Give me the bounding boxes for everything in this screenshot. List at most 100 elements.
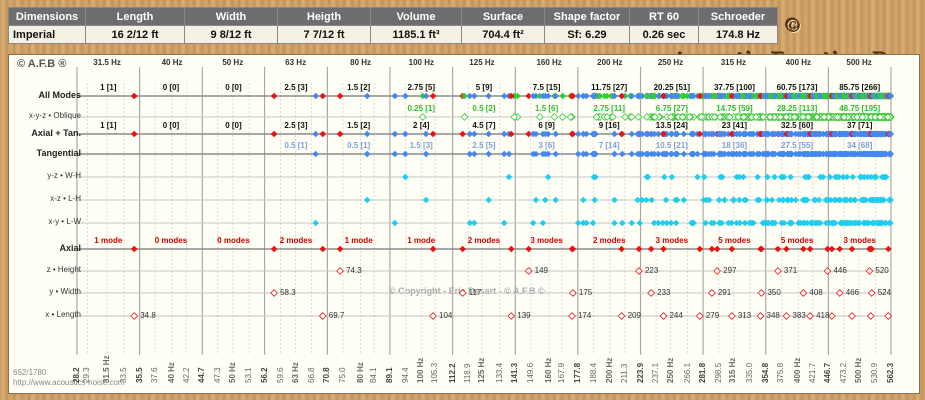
row-label-1: x-y-z • Oblique [28, 111, 81, 120]
count-tangential: 18 [36] [721, 141, 748, 150]
count-axial: 2 modes [279, 236, 313, 245]
oblique-marker [790, 113, 799, 121]
tangential-plane-marker [851, 196, 859, 204]
oblique-marker [634, 113, 643, 121]
tangential-marker [702, 150, 709, 158]
count-axtan: 0 [0] [162, 121, 180, 130]
sub-tick-label: 211.3 [619, 363, 629, 383]
axial-marker [783, 245, 790, 253]
count-axtan: 2 [4] [413, 121, 430, 130]
row-label-4: y-z • W-H [47, 171, 81, 180]
sub-tick-label: 53.1 [244, 367, 254, 383]
tangential-plane-marker [715, 196, 723, 204]
tangential-marker [878, 150, 885, 158]
axtan-marker [422, 130, 430, 138]
axial-dim-marker [270, 289, 278, 297]
axial-dim-marker [507, 312, 516, 320]
all-modes-marker [766, 92, 774, 100]
center-freq-label: 250 Hz [657, 58, 684, 67]
tangential-plane-marker [733, 219, 740, 227]
axtan-marker [728, 130, 736, 138]
sub-tick-label: 149.6 [525, 362, 535, 383]
count-axial: 5 modes [718, 236, 751, 245]
axtan-marker [672, 130, 679, 138]
all-modes-marker [552, 92, 560, 100]
axial-dim-marker [707, 289, 716, 297]
all-modes-marker [777, 92, 784, 100]
sub-tick-label: 530.9 [870, 362, 880, 383]
all-modes-marker [876, 92, 884, 100]
axial-dim-marker [647, 289, 656, 297]
sub-tick-label: 59.6 [275, 367, 285, 383]
axial-dim-marker [828, 312, 836, 320]
all-modes-marker [402, 92, 409, 100]
footer-url[interactable]: http://www.acoustics-noise.com [13, 378, 125, 387]
tangential-plane-marker [742, 196, 750, 204]
axial-marker [708, 245, 716, 253]
band-edge-label: 141.3 [510, 362, 520, 383]
all-modes-marker [466, 92, 474, 100]
tangential-plane-marker [822, 196, 830, 204]
center-freq-label: 40 Hz [161, 58, 183, 67]
count-oblique: 48.75 [195] [839, 104, 881, 113]
tangential-marker [470, 150, 478, 158]
tangential-plane-marker [756, 196, 763, 204]
axial-marker [828, 245, 836, 253]
tangential-plane-marker [811, 196, 818, 204]
axtan-marker [466, 130, 474, 138]
axial-marker [647, 245, 655, 253]
header-col-1: Length [85, 7, 185, 26]
count-axial: 2 modes [467, 236, 501, 245]
header-val-4: 1185.1 ft³ [370, 25, 462, 44]
tangential-marker [634, 150, 642, 158]
tangential-plane-marker [363, 196, 371, 204]
tangential-marker [485, 150, 492, 158]
axtan-marker [574, 130, 582, 138]
count-all: 37.75 [100] [713, 83, 755, 92]
tangential-plane-marker [865, 219, 872, 227]
oblique-marker [685, 113, 694, 121]
all-modes-marker [312, 92, 319, 100]
sub-tick-label: 118.9 [463, 363, 473, 383]
all-modes-marker [733, 92, 740, 100]
all-modes-marker [705, 92, 713, 100]
axial-marker [713, 245, 721, 253]
tangential-plane-marker [661, 173, 668, 181]
count-all: 1 [1] [100, 83, 117, 92]
row-label-10: x • Length [45, 310, 81, 319]
tangential-plane-marker [813, 219, 820, 227]
row-label-0: All Modes [38, 90, 81, 100]
axtan-marker [470, 130, 478, 138]
center-freq-label: 31.5 Hz [93, 58, 121, 67]
all-modes-marker [574, 92, 582, 100]
tangential-plane-marker [735, 196, 743, 204]
oblique-marker [739, 113, 748, 121]
tangential-plane-marker [874, 219, 881, 227]
sub-tick-label: 160 Hz [544, 357, 554, 383]
axtan-marker [822, 130, 830, 138]
oblique-marker [667, 113, 675, 121]
header-values: Imperial 16 2/12 ft 9 8/12 ft 7 7/12 ft 1185… [8, 25, 778, 44]
tangential-plane-marker [667, 219, 675, 227]
center-freq-label: 400 Hz [785, 58, 812, 67]
band-edge-label: 446.7 [823, 362, 833, 383]
tangential-plane-marker [832, 173, 839, 181]
axial-marker [270, 245, 278, 253]
tangential-plane-marker [643, 173, 651, 181]
axtan-marker [830, 130, 838, 138]
all-modes-marker [655, 92, 662, 100]
oblique-marker [418, 113, 427, 121]
axtan-marker [746, 130, 753, 138]
tangential-marker [850, 150, 858, 158]
count-axtan: 1.5 [2] [347, 121, 371, 130]
axial-label-width: 408 [809, 288, 823, 297]
all-modes-marker [363, 92, 371, 100]
all-modes-marker [643, 92, 651, 100]
count-all: 0 [0] [162, 83, 180, 92]
axial-marker [130, 245, 138, 253]
all-modes-marker [760, 92, 768, 100]
sub-tick-label: 29.3 [82, 367, 92, 383]
count-axtan: 6 [9] [538, 121, 555, 130]
tangential-marker [402, 150, 409, 158]
sub-tick-label: 84.1 [369, 367, 379, 383]
